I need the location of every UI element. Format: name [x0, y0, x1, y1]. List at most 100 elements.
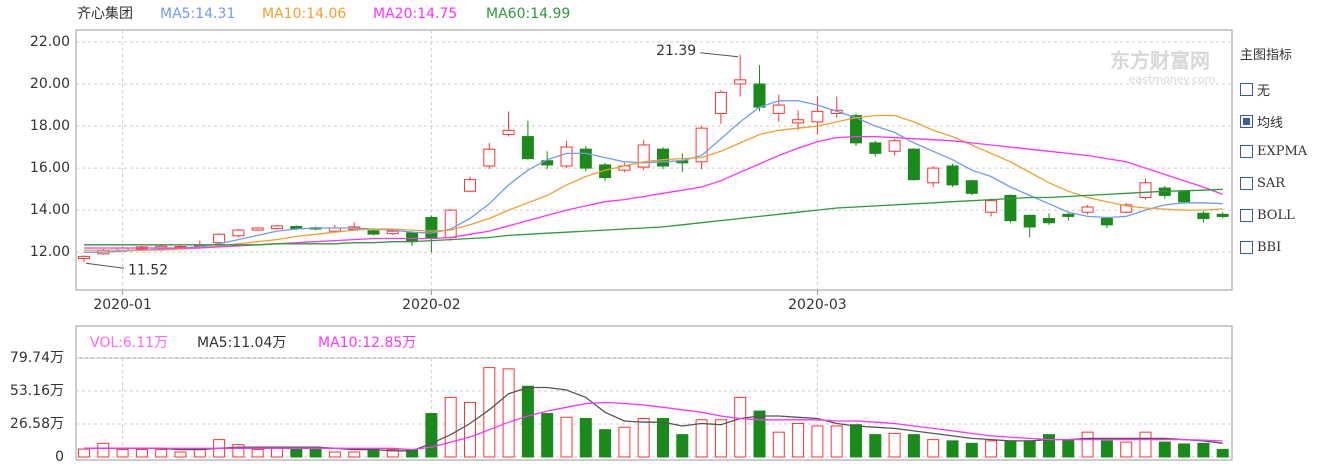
watermark-url: eastmoney.com [1129, 73, 1216, 86]
indicator-option[interactable]: EXPMA [1240, 144, 1307, 159]
volume-bar [830, 425, 843, 458]
checkbox[interactable] [1240, 241, 1253, 254]
option-label[interactable]: BBI [1257, 240, 1282, 255]
volume-bar [1120, 441, 1133, 458]
checkbox[interactable] [1240, 209, 1253, 222]
ma-line [84, 135, 1223, 249]
y-tick-label: 26.58万 [10, 416, 64, 432]
volume-bar [618, 426, 631, 458]
checkbox[interactable] [1240, 177, 1253, 190]
annotation-high: 21.39 [656, 43, 696, 59]
ma-line [84, 100, 1223, 253]
option-label[interactable]: BOLL [1257, 208, 1295, 223]
indicator-option[interactable]: SAR [1240, 176, 1285, 191]
volume-bar [985, 440, 998, 458]
indicator-option[interactable]: 均线 [1240, 112, 1283, 131]
legend-entry: MA10:14.06 [262, 6, 346, 22]
volume-bar [907, 434, 920, 458]
ma-line [84, 188, 1223, 246]
volume-bar [753, 410, 766, 458]
volume-bar [1081, 431, 1094, 458]
legend-text: 12.85万 [362, 335, 416, 351]
option-label[interactable]: 无 [1257, 84, 1271, 99]
volume-bar [637, 418, 650, 458]
legend-text: MA5: [197, 335, 232, 351]
candle-body [560, 146, 573, 167]
option-label[interactable]: SAR [1257, 176, 1286, 191]
candle-body [444, 209, 457, 238]
candle-body [792, 119, 805, 124]
candle-body [927, 167, 940, 184]
volume-bar [1139, 431, 1152, 458]
volume-bar [560, 416, 573, 458]
legend-text: VOL: [90, 335, 123, 351]
legend-text: MA10: [262, 6, 306, 22]
indicator-option[interactable]: 无 [1240, 80, 1270, 99]
legend-text: 14.75 [417, 6, 457, 22]
volume-bar [541, 413, 554, 458]
candle-body [888, 140, 901, 152]
chart-title: 齐心集团 [77, 5, 133, 22]
volume-bar [444, 396, 457, 458]
volume-bar [850, 424, 862, 458]
volume-bar [97, 442, 110, 458]
volume-bar [1023, 440, 1036, 458]
y-tick-label: 14.00 [30, 202, 70, 218]
legend-text: 11.04万 [232, 335, 286, 351]
legend-text: 14.31 [195, 6, 235, 22]
legend-text: 14.06 [306, 6, 346, 22]
checkbox[interactable] [1240, 115, 1253, 128]
volume-bar [1216, 448, 1229, 458]
y-tick-label: 12.00 [30, 244, 70, 260]
candle-body [1139, 182, 1152, 199]
candle-body [965, 180, 978, 194]
volume-bar [1178, 443, 1191, 458]
legend-text: MA20: [373, 6, 417, 22]
volume-bar [193, 449, 206, 458]
indicator-option[interactable]: BOLL [1240, 208, 1295, 223]
panel-title: 主图指标 [1240, 48, 1293, 63]
candle-body [502, 129, 515, 135]
volume-bar [965, 442, 978, 458]
volume-bar [1197, 442, 1210, 458]
candle-body [599, 164, 612, 179]
y-tick-label: 0 [55, 449, 64, 464]
volume-bar [1100, 440, 1113, 458]
candle-body [579, 148, 592, 169]
volume-bar [174, 451, 187, 458]
volume-bar [348, 451, 361, 458]
option-label[interactable]: EXPMA [1257, 144, 1308, 159]
volume-bar [927, 439, 940, 458]
annotation-low: 11.52 [128, 262, 168, 278]
candle-body [1197, 212, 1210, 220]
volume-bar [1043, 434, 1055, 458]
candle-body [657, 148, 669, 167]
indicator-option[interactable]: BBI [1240, 240, 1281, 255]
candle-body [425, 216, 438, 240]
candle-body [850, 115, 862, 144]
candle-body [869, 142, 882, 154]
option-label[interactable]: 均线 [1257, 116, 1284, 131]
watermark-name: 东方财富网 [1110, 49, 1210, 73]
candle-body [406, 232, 419, 242]
legend-entry: MA10:12.85万 [318, 335, 416, 351]
candle-body [271, 225, 283, 230]
volume-bar [367, 449, 380, 458]
volume-bar [135, 449, 148, 458]
y-tick-label: 53.16万 [10, 383, 64, 399]
checkbox[interactable] [1240, 145, 1253, 158]
candle-body [772, 104, 785, 114]
volume-bar [599, 429, 612, 458]
volume-bar [1062, 439, 1075, 458]
checkbox[interactable] [1240, 83, 1253, 96]
volume-bar [483, 367, 496, 458]
price-frame [75, 29, 1233, 291]
volume-bar [579, 418, 592, 458]
candle-body [946, 165, 959, 186]
volume-bar [251, 449, 264, 458]
ma-line [84, 114, 1223, 251]
volume-bar [521, 385, 534, 458]
candle-body [1216, 213, 1229, 217]
legend-text: MA5: [160, 6, 195, 22]
